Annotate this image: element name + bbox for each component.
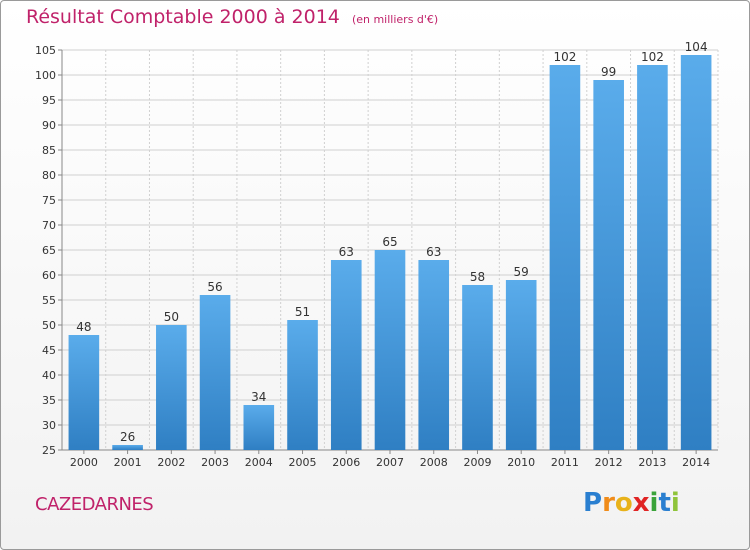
chart-title: Résultat Comptable 2000 à 2014 (en milli…: [26, 6, 438, 28]
commune-name: CAZEDARNES: [35, 494, 154, 515]
x-tick-label-2009: 2009: [463, 456, 491, 469]
y-tick-label: 60: [42, 269, 56, 282]
y-tick-label: 40: [42, 369, 56, 382]
x-tick-label-2012: 2012: [595, 456, 623, 469]
x-tick-label-2005: 2005: [289, 456, 317, 469]
proxiti-logo[interactable]: Proxiti: [583, 488, 680, 518]
bar-2002: [156, 325, 187, 450]
data-label-2012: 99: [601, 65, 616, 79]
y-tick-label: 65: [42, 244, 56, 257]
logo-letter: P: [583, 488, 603, 518]
y-tick-label: 35: [42, 394, 56, 407]
y-tick-label: 75: [42, 194, 56, 207]
x-tick-label-2011: 2011: [551, 456, 579, 469]
bar-2000: [68, 335, 100, 450]
y-tick-label: 50: [42, 319, 56, 332]
y-tick-label: 80: [42, 169, 56, 182]
bar-2012: [593, 80, 624, 450]
logo-letter: x: [632, 488, 650, 518]
logo-letter: i: [670, 488, 680, 518]
data-label-2013: 102: [641, 50, 664, 64]
bar-2008: [418, 260, 450, 450]
bar-2005: [287, 320, 318, 450]
y-tick-label: 55: [42, 294, 56, 307]
y-tick-label: 105: [35, 44, 56, 57]
data-label-2009: 58: [470, 270, 485, 284]
x-tick-label-2001: 2001: [114, 456, 142, 469]
x-tick-label-2000: 2000: [70, 456, 98, 469]
chart-title-text: Résultat Comptable 2000 à 2014: [26, 6, 340, 28]
axes: 25 30 35 40 45 50 55 60 65 70 75 80 85 90 95 100 105 2000…: [35, 44, 718, 469]
data-label-2010: 59: [514, 265, 529, 279]
data-label-2014: 104: [685, 40, 708, 54]
data-label-2008: 63: [426, 245, 441, 259]
data-label-2004: 34: [251, 390, 266, 404]
bars: [68, 55, 712, 450]
x-tick-label-2006: 2006: [332, 456, 360, 469]
bar-2007: [374, 250, 406, 450]
y-tick-label: 45: [42, 344, 56, 357]
data-label-2002: 50: [164, 310, 179, 324]
bar-2011: [549, 65, 581, 450]
y-tick-label: 25: [42, 444, 56, 457]
logo-letter: r: [602, 488, 615, 518]
bar-2003: [199, 295, 231, 450]
y-tick-label: 90: [42, 119, 56, 132]
x-tick-label-2004: 2004: [245, 456, 273, 469]
data-labels: 48 26 50 56 34 51 63 65 63 58 59 102 99 102 104: [76, 40, 707, 444]
y-tick-label: 70: [42, 219, 56, 232]
chart-subtitle: (en milliers d'€): [351, 13, 439, 26]
data-label-2007: 65: [382, 235, 397, 249]
data-label-2001: 26: [120, 430, 135, 444]
y-tick-label: 30: [42, 419, 56, 432]
data-label-2003: 56: [207, 280, 222, 294]
data-label-2011: 102: [553, 50, 576, 64]
x-tick-label-2002: 2002: [157, 456, 185, 469]
data-label-2000: 48: [76, 320, 91, 334]
logo-letter: t: [658, 488, 671, 518]
data-label-2005: 51: [295, 305, 310, 319]
y-tick-label: 85: [42, 144, 56, 157]
x-tick-label-2007: 2007: [376, 456, 404, 469]
logo-letter: i: [649, 488, 659, 518]
bar-2006: [330, 260, 362, 450]
bar-2009: [462, 285, 493, 450]
logo-letter: o: [614, 488, 633, 518]
bar-2014: [680, 55, 712, 450]
x-tick-label-2014: 2014: [682, 456, 710, 469]
bar-2013: [637, 65, 668, 450]
y-tick-label: 95: [42, 94, 56, 107]
x-tick-label-2003: 2003: [201, 456, 229, 469]
data-label-2006: 63: [339, 245, 354, 259]
x-tick-label-2008: 2008: [420, 456, 448, 469]
x-tick-label-2010: 2010: [507, 456, 535, 469]
x-tick-label-2013: 2013: [638, 456, 666, 469]
bar-2001: [112, 445, 143, 450]
bar-2004: [243, 405, 275, 450]
y-tick-label: 100: [35, 69, 56, 82]
bar-2010: [505, 280, 537, 450]
